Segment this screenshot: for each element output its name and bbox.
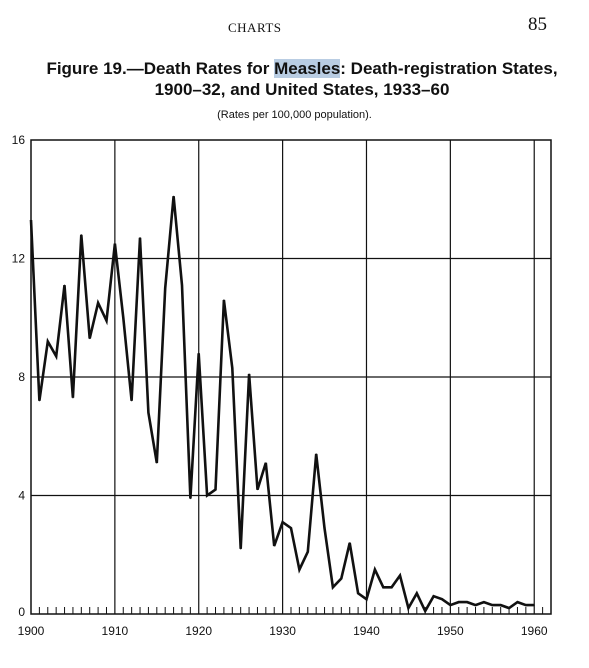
y-tick-label: 8 bbox=[18, 370, 25, 384]
chart-grid bbox=[31, 140, 551, 614]
data-point bbox=[273, 545, 275, 547]
y-tick-label: 12 bbox=[12, 252, 26, 266]
data-point bbox=[449, 604, 451, 606]
data-point bbox=[533, 604, 535, 606]
data-point bbox=[172, 195, 175, 197]
series-layer bbox=[29, 195, 535, 614]
data-point bbox=[416, 592, 418, 594]
x-tick-label: 1910 bbox=[102, 624, 129, 638]
data-point bbox=[131, 400, 133, 402]
data-point bbox=[315, 453, 317, 455]
figure-title-post: : Death-registration States, bbox=[340, 59, 558, 78]
data-point bbox=[105, 320, 108, 322]
data-point bbox=[223, 299, 225, 301]
data-point bbox=[432, 595, 435, 597]
data-point bbox=[399, 574, 401, 577]
data-point bbox=[114, 243, 116, 245]
data-point bbox=[340, 577, 342, 580]
data-point bbox=[189, 497, 191, 500]
x-tick-label: 1920 bbox=[185, 624, 212, 638]
running-title: CHARTS bbox=[228, 20, 282, 35]
data-point bbox=[391, 586, 393, 588]
data-point bbox=[332, 586, 334, 588]
data-point bbox=[298, 568, 300, 571]
data-point bbox=[97, 302, 99, 304]
data-point bbox=[290, 527, 292, 529]
x-tick-label: 1940 bbox=[353, 624, 380, 638]
data-point bbox=[156, 462, 158, 464]
figure-label: Figure 19. bbox=[46, 59, 127, 78]
x-tick-label: 1960 bbox=[521, 624, 548, 638]
page-number: 85 bbox=[528, 14, 547, 35]
data-point bbox=[164, 287, 166, 289]
x-tick-label: 1900 bbox=[18, 624, 45, 638]
data-point bbox=[441, 598, 443, 600]
data-point bbox=[474, 604, 477, 606]
data-point bbox=[214, 488, 217, 491]
data-point bbox=[122, 317, 124, 319]
data-point bbox=[483, 601, 485, 603]
data-point bbox=[89, 337, 91, 340]
data-point bbox=[516, 601, 519, 603]
figure-title-line2: 1900–32, and United States, 1933–60 bbox=[154, 80, 450, 99]
data-point bbox=[231, 367, 233, 369]
data-point bbox=[382, 586, 384, 588]
y-tick-label: 4 bbox=[18, 489, 25, 503]
figure-subtitle: (Rates per 100,000 population). bbox=[217, 109, 372, 121]
data-point bbox=[323, 527, 326, 529]
data-point bbox=[47, 340, 49, 343]
data-point bbox=[198, 352, 200, 354]
figure-title: Figure 19.—Death Rates for Measles: Deat… bbox=[32, 58, 572, 100]
x-tick-label: 1950 bbox=[437, 624, 464, 638]
data-point bbox=[147, 411, 150, 414]
data-point bbox=[248, 373, 250, 375]
data-point bbox=[282, 521, 284, 523]
highlighted-word: Measles bbox=[274, 59, 341, 78]
data-point bbox=[256, 488, 259, 491]
y-tick-label: 0 bbox=[18, 605, 25, 619]
data-point bbox=[80, 234, 82, 236]
data-point bbox=[407, 607, 410, 609]
data-point bbox=[30, 219, 32, 221]
data-point bbox=[139, 237, 141, 239]
data-point bbox=[38, 400, 40, 402]
data-point bbox=[491, 604, 493, 606]
data-point bbox=[500, 604, 502, 606]
y-axis: 0 4 8 12 16 bbox=[12, 133, 26, 619]
figure-title-pre: —Death Rates for bbox=[126, 59, 275, 78]
x-tick-label: 1930 bbox=[269, 624, 296, 638]
data-point bbox=[357, 592, 359, 594]
x-axis: 1900 1910 1920 1930 1940 1950 1960 bbox=[18, 607, 552, 638]
data-point bbox=[424, 610, 426, 612]
data-point bbox=[265, 462, 267, 464]
data-point bbox=[349, 542, 351, 544]
data-point bbox=[458, 601, 460, 603]
data-point bbox=[307, 551, 309, 553]
data-point bbox=[508, 607, 510, 609]
data-point bbox=[72, 397, 74, 399]
data-point bbox=[63, 284, 66, 286]
data-point bbox=[206, 494, 208, 497]
data-point bbox=[181, 284, 183, 286]
data-point bbox=[374, 568, 376, 571]
data-point bbox=[365, 598, 368, 600]
data-point bbox=[55, 355, 57, 357]
data-point bbox=[240, 548, 242, 550]
data-point bbox=[466, 601, 468, 603]
y-tick-label: 16 bbox=[12, 133, 26, 147]
data-point bbox=[525, 604, 527, 606]
